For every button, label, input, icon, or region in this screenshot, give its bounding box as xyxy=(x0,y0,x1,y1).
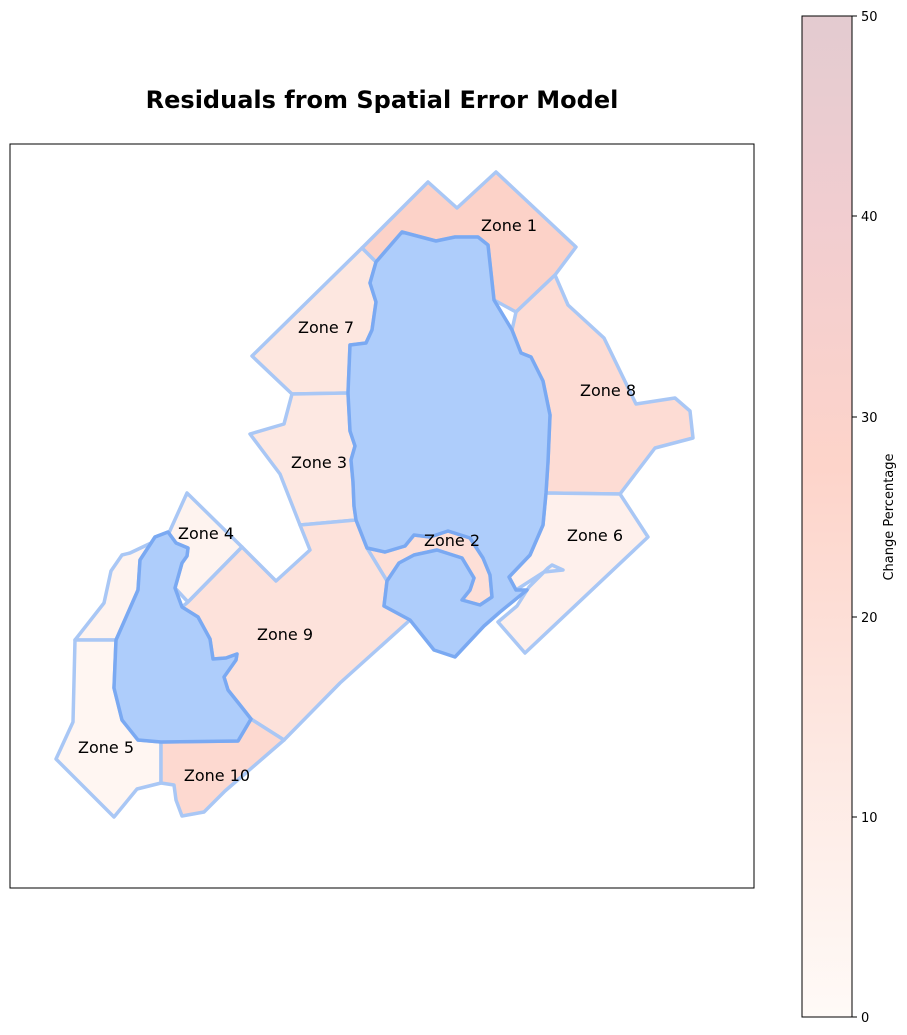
zone-6-label: Zone 6 xyxy=(567,526,623,545)
western-lake xyxy=(112,530,253,744)
zone-1-label: Zone 1 xyxy=(481,216,537,235)
colorbar-tick-30: 30 xyxy=(861,411,878,426)
zone-2-label: Zone 2 xyxy=(424,531,480,550)
zone-5-label: Zone 5 xyxy=(78,738,134,757)
water-bodies xyxy=(112,230,552,744)
colorbar-label: Change Percentage xyxy=(882,453,897,580)
colorbar-tick-20: 20 xyxy=(861,611,878,626)
zone-10-label: Zone 10 xyxy=(184,766,250,785)
zone-4-label: Zone 4 xyxy=(178,524,234,543)
colorbar-gradient xyxy=(801,15,853,1018)
colorbar: 0 10 20 30 40 50 Change Percentage xyxy=(801,10,897,1026)
central-lake xyxy=(346,230,552,659)
zone-9-label: Zone 9 xyxy=(257,625,313,644)
colorbar-ticks: 0 10 20 30 40 50 xyxy=(852,10,878,1026)
colorbar-tick-0: 0 xyxy=(861,1011,869,1026)
colorbar-tick-40: 40 xyxy=(861,210,878,225)
colorbar-tick-10: 10 xyxy=(861,811,878,826)
zone-7-label: Zone 7 xyxy=(298,318,354,337)
colorbar-tick-50: 50 xyxy=(861,10,878,25)
zone-8-label: Zone 8 xyxy=(580,381,636,400)
map-title: Residuals from Spatial Error Model xyxy=(146,86,619,114)
zone-3-label: Zone 3 xyxy=(291,453,347,472)
zone-labels: Zone 1 Zone 2 Zone 3 Zone 4 Zone 5 Zone … xyxy=(78,216,636,785)
